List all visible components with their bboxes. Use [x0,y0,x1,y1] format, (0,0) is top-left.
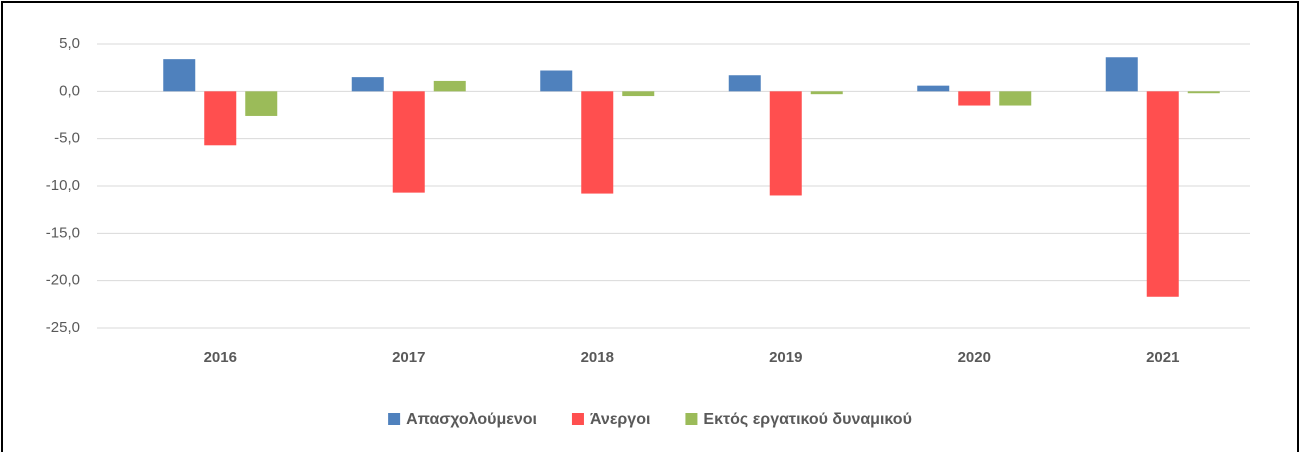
legend-label: Απασχολούμενοι [406,411,537,428]
bar [810,91,843,95]
legend-label: Εκτός εργατικού δυναμικού [703,411,911,428]
bar [622,91,655,97]
y-tick-label: -10,0 [46,177,80,194]
bar [1187,91,1220,94]
bar [204,91,237,146]
x-tick-label: 2018 [581,349,614,366]
y-tick-label: -25,0 [46,319,80,336]
y-tick-label: -15,0 [46,224,80,241]
bar [728,75,761,92]
y-tick-label: 5,0 [59,35,80,52]
bar [245,91,278,116]
x-tick-label: 2019 [769,349,802,366]
y-tick-label: 0,0 [59,82,80,99]
x-tick-label: 2020 [958,349,991,366]
bar [540,70,573,92]
legend-swatch [685,413,698,425]
bar [958,91,991,106]
bar [163,59,196,92]
legend-swatch [388,413,401,425]
bar [581,91,614,194]
bar [999,91,1032,106]
bar [1105,57,1138,92]
legend-label: Άνεργοι [590,411,650,428]
y-tick-label: -5,0 [54,130,80,147]
x-tick-label: 2016 [204,349,237,366]
bar [433,80,466,92]
bar [1146,91,1179,297]
bar [351,77,384,92]
x-tick-label: 2021 [1146,349,1179,366]
bar [917,85,950,92]
x-tick-label: 2017 [392,349,425,366]
legend-swatch [571,413,584,425]
y-tick-label: -20,0 [46,272,80,289]
bar [392,91,425,193]
bar [769,91,802,196]
